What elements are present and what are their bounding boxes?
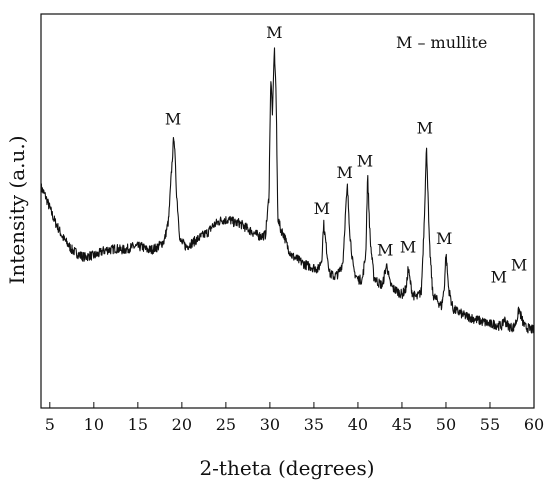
y-axis-title: Intensity (a.u.) <box>5 135 29 284</box>
x-tick-label-20: 20 <box>172 415 192 434</box>
legend-text: M – mullite <box>396 33 487 52</box>
peak-label-2: M <box>314 199 330 218</box>
x-tick-label-45: 45 <box>392 415 412 434</box>
x-axis-title: 2-theta (degrees) <box>199 456 374 480</box>
x-tick-label-35: 35 <box>304 415 324 434</box>
x-tick-labels: 5 10 15 20 25 30 35 40 45 50 55 60 <box>45 415 544 434</box>
peak-label-3: M <box>337 163 353 182</box>
x-tick-label-15: 15 <box>128 415 148 434</box>
x-tick-label-50: 50 <box>436 415 456 434</box>
x-tick-label-10: 10 <box>84 415 104 434</box>
peak-label-10: M <box>511 256 527 275</box>
peak-label-0: M <box>165 110 181 129</box>
peak-label-7: M <box>417 119 433 138</box>
plot-frame <box>40 13 535 409</box>
x-tick-label-60: 60 <box>524 415 544 434</box>
peak-label-5: M <box>377 241 393 260</box>
peak-label-9: M <box>491 268 507 287</box>
x-tick-label-30: 30 <box>260 415 280 434</box>
peak-label-1: M <box>266 23 282 42</box>
x-tick-label-55: 55 <box>480 415 500 434</box>
x-tick-label-5: 5 <box>45 415 55 434</box>
peak-label-6: M <box>400 238 416 257</box>
xrd-pattern-line <box>40 47 535 334</box>
x-tick-label-40: 40 <box>348 415 368 434</box>
peak-label-4: M <box>357 151 373 170</box>
x-ticks <box>49 402 535 408</box>
x-tick-label-25: 25 <box>216 415 236 434</box>
peak-label-8: M <box>436 229 452 248</box>
